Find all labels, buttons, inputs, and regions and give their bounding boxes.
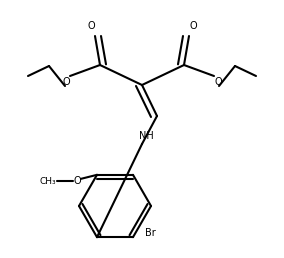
Text: O: O <box>189 21 197 31</box>
Text: O: O <box>62 77 70 87</box>
Text: O: O <box>214 77 222 87</box>
Text: O: O <box>87 21 95 31</box>
Text: CH₃: CH₃ <box>39 177 56 186</box>
Text: O: O <box>73 176 81 187</box>
Text: NH: NH <box>139 131 153 141</box>
Text: Br: Br <box>145 228 156 238</box>
